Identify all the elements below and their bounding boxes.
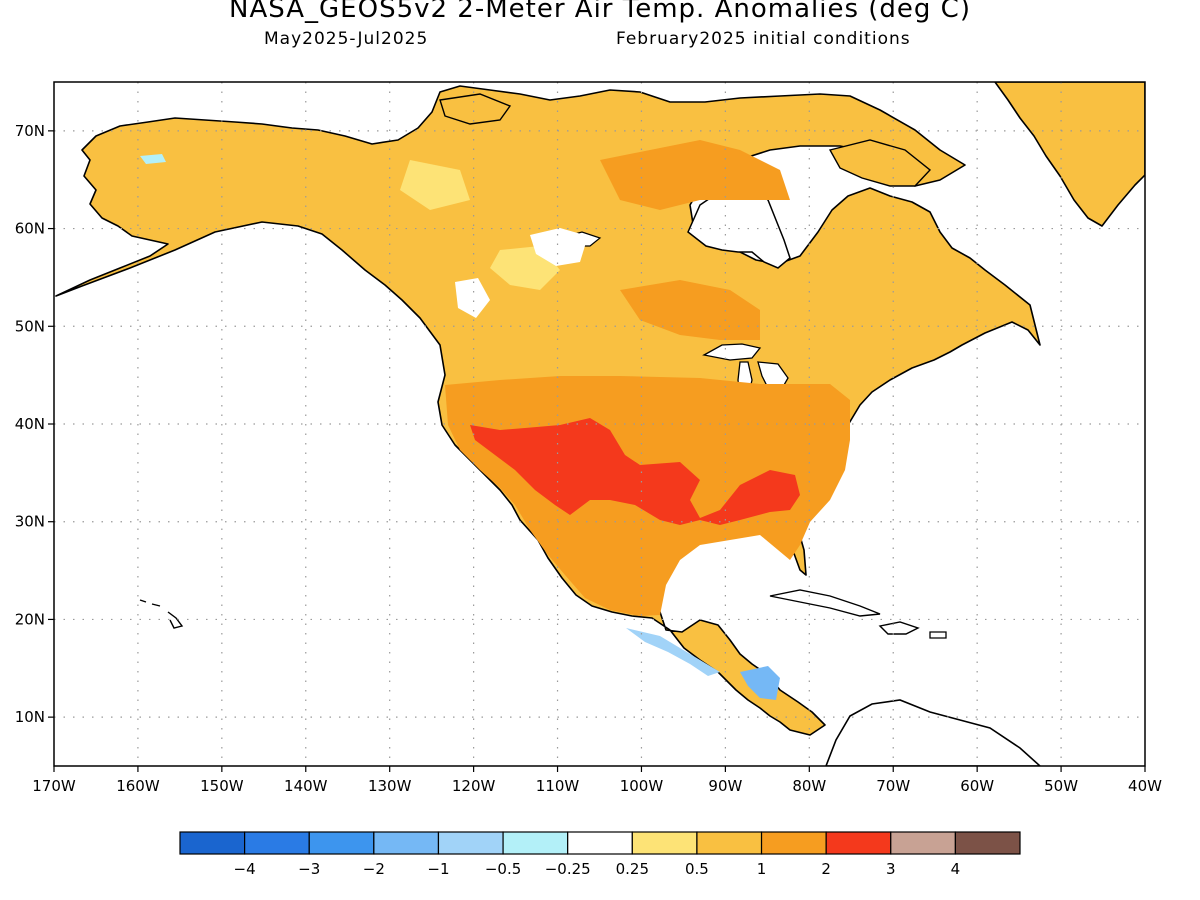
- initial-conditions-label: February2025 initial conditions: [616, 29, 911, 49]
- arctic-island-1: [439, 93, 512, 125]
- colorbar-label: −3: [298, 860, 320, 878]
- colorbar-label: 3: [886, 860, 896, 878]
- hispaniola: [878, 621, 920, 635]
- colorbar-swatch: [373, 831, 440, 855]
- baffin-island: [828, 139, 932, 187]
- lake-superior: [702, 343, 762, 361]
- longitude-ticks: 170W 160W 150W 140W 130W 120W 110W 100W 90W 80W 70…: [32, 766, 1162, 795]
- lon-tick-label: 80W: [792, 777, 826, 795]
- lon-tick-label: 140W: [284, 777, 328, 795]
- lon-tick-label: 50W: [1044, 777, 1078, 795]
- lon-tick-label: 40W: [1128, 777, 1162, 795]
- anomaly-cool-honduras: [740, 666, 780, 700]
- colorbar-label: −4: [234, 860, 256, 878]
- colorbar-label: −1: [427, 860, 449, 878]
- lat-tick-label: 40N: [15, 415, 45, 433]
- colorbar-label: −0.5: [485, 860, 521, 878]
- colorbar-label: 2: [821, 860, 831, 878]
- greenland-landmass: [994, 82, 1145, 227]
- anomaly-cool-alaska: [140, 154, 166, 164]
- colorbar-label: 0.5: [685, 860, 709, 878]
- graticule: [54, 82, 1145, 766]
- lon-tick-label: 170W: [32, 777, 76, 795]
- anomaly-05-to-1-patch: [400, 160, 470, 210]
- colorbar-swatch: [437, 831, 504, 855]
- hawaii-islands: [139, 599, 184, 629]
- anomaly-near-zero-patch-2: [455, 278, 490, 318]
- lon-tick-label: 70W: [876, 777, 910, 795]
- lon-tick-label: 90W: [708, 777, 742, 795]
- colorbar-swatch: [502, 831, 569, 855]
- colorbar-label: −2: [363, 860, 385, 878]
- south-america-landmass: [825, 699, 1042, 766]
- colorbar-swatch: [308, 831, 375, 855]
- color-legend: −4 −3 −2 −1 −0.5 −0.25 0.25 0.5 1 2 3 4: [179, 831, 1021, 878]
- colorbar-swatch: [890, 831, 956, 855]
- colorbar-label: 4: [951, 860, 961, 878]
- lat-tick-label: 50N: [15, 317, 45, 335]
- anomaly-2-to-3-canada: [620, 280, 760, 340]
- lat-tick-label: 20N: [15, 610, 45, 628]
- lon-tick-label: 100W: [620, 777, 664, 795]
- lon-tick-label: 130W: [368, 777, 412, 795]
- anomaly-cool-central-america: [626, 628, 720, 676]
- map-layers: [55, 82, 1145, 766]
- anomaly-2-to-3-north: [600, 140, 790, 210]
- colorbar-swatch: [179, 831, 246, 855]
- lon-tick-label: 60W: [960, 777, 994, 795]
- colorbar-swatch: [567, 831, 633, 855]
- puerto-rico: [929, 631, 947, 639]
- anomaly-near-zero-patch: [530, 228, 588, 266]
- forecast-period: May2025-Jul2025: [264, 29, 429, 49]
- anomaly-3-to-4-southwest: [470, 418, 800, 525]
- map-title: NASA_GEOS5v2 2-Meter Air Temp. Anomalies…: [229, 0, 971, 24]
- cuba: [769, 589, 881, 617]
- colorbar-swatch: [825, 831, 892, 855]
- lat-tick-label: 60N: [15, 220, 45, 238]
- lat-tick-label: 10N: [15, 708, 45, 726]
- colorbar-label: 1: [757, 860, 767, 878]
- latitude-ticks: 10N 20N 30N 40N 50N 60N 70N: [15, 122, 54, 726]
- colorbar-swatch: [244, 831, 310, 855]
- colorbar-swatch: [760, 831, 827, 855]
- colorbar-label: 0.25: [616, 860, 649, 878]
- lon-tick-label: 110W: [536, 777, 580, 795]
- lat-tick-label: 30N: [15, 513, 45, 531]
- lon-tick-label: 120W: [452, 777, 496, 795]
- colorbar-swatch: [954, 831, 1021, 855]
- lon-tick-label: 150W: [200, 777, 244, 795]
- colorbar-swatch: [631, 831, 698, 855]
- lat-tick-label: 70N: [15, 122, 45, 140]
- colorbar-swatch: [696, 831, 763, 855]
- colorbar-label: −0.25: [545, 860, 591, 878]
- lon-tick-label: 160W: [116, 777, 160, 795]
